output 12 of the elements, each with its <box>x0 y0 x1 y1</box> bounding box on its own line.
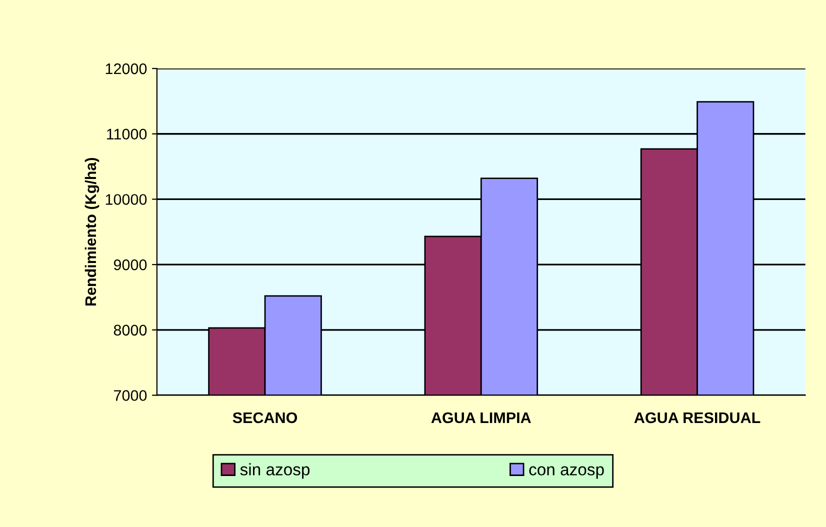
y-tick-label: 11000 <box>107 128 147 140</box>
x-tick-label: SECANO <box>232 412 298 424</box>
y-tick-label: 9000 <box>114 259 147 270</box>
y-axis-title: Rendimiento (Kg/ha) <box>84 158 100 306</box>
y-tick-label: 12000 <box>106 63 147 74</box>
y-tick-label: 8000 <box>114 324 147 336</box>
x-tick-label: AGUA RESIDUAL <box>634 412 760 424</box>
legend-label: con azosp <box>529 466 604 479</box>
y-tick-label: 7000 <box>114 390 147 401</box>
y-tick-label: 10000 <box>106 194 147 205</box>
legend-label: sin azosp <box>240 463 310 479</box>
x-tick-label: AGUA LIMPIA <box>431 412 531 424</box>
